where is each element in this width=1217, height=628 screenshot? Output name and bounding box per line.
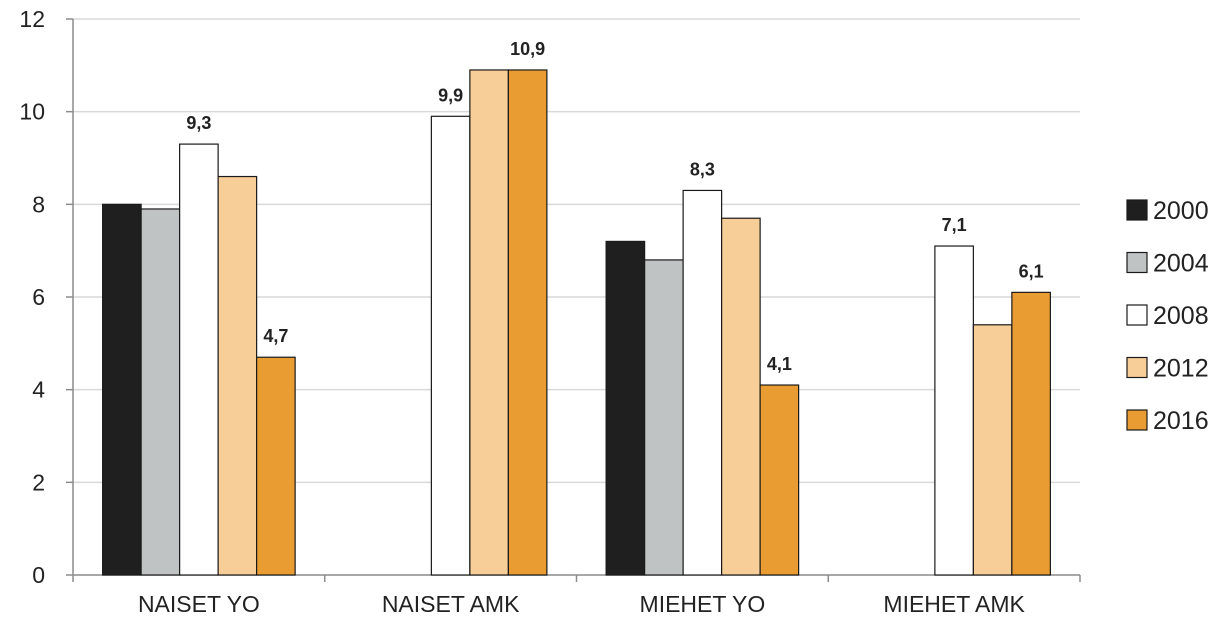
y-tick-label: 0 [32,562,45,588]
data-label: 8,3 [690,159,715,179]
data-label: 7,1 [942,215,967,235]
legend-label: 2016 [1153,407,1209,435]
x-category-label: NAISET AMK [382,591,520,617]
legend-label: 2012 [1153,355,1209,383]
bars [102,69,1051,576]
bar-2016 [507,69,548,576]
bar-2008 [934,245,974,576]
legend-swatch-2016 [1126,409,1148,431]
bar-2004 [140,208,181,576]
bar-2008 [179,143,219,576]
legend-swatch-2012 [1126,356,1148,379]
bar-2012 [721,217,761,576]
bar-2004 [644,259,684,576]
bar-2016 [256,356,296,576]
bar-2012 [469,69,509,576]
y-tick-label: 2 [32,469,45,495]
data-label: 6,1 [1019,261,1044,281]
bar-2000 [102,203,142,576]
bar-2016 [1011,291,1051,576]
data-labels: 9,3 4,7 9,9 10,9 8,3 4,1 7,1 6,1 [186,39,1043,374]
legend-swatch-2008 [1126,304,1148,326]
legend-label: 2004 [1153,250,1209,278]
data-label: 9,3 [186,113,211,133]
axes: 0 2 4 6 8 10 12 NAISET YO NAISET AMK MIEHET YO MIE… [19,6,1081,617]
y-tick-label: 8 [32,191,45,217]
legend-swatch-2004 [1126,251,1148,274]
y-tick-label: 6 [32,284,45,310]
legend-label: 2000 [1153,197,1209,225]
bar-2008 [430,115,471,576]
bar-2008 [682,189,723,576]
x-category-label: NAISET YO [138,591,260,617]
data-label: 4,7 [263,326,288,346]
legend-label: 2008 [1153,302,1209,330]
y-tick-label: 4 [32,377,45,403]
data-label: 10,9 [510,39,545,59]
x-category-label: MIEHET AMK [883,591,1025,617]
bar-2012 [972,324,1013,576]
legend-swatch-2000 [1126,199,1148,221]
bar-2012 [217,175,258,576]
legend: 2000 2004 2008 2012 2016 [1126,197,1209,435]
y-tick-label: 10 [19,99,45,125]
x-category-label: MIEHET YO [640,591,766,617]
bar-2016 [759,384,800,576]
bar-2000 [605,240,646,576]
data-label: 4,1 [767,354,792,374]
data-label: 9,9 [438,85,463,105]
y-tick-label: 12 [19,6,45,32]
